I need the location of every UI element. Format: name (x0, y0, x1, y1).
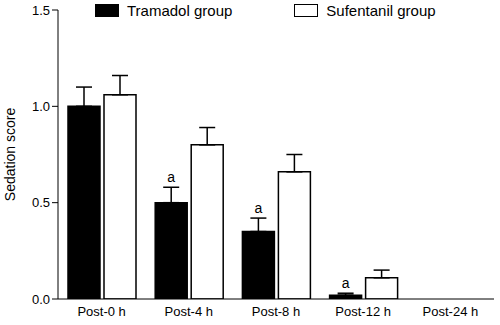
html-text:Sufentanil group: Sufentanil group (326, 2, 436, 19)
svg-text:a: a (167, 169, 175, 185)
svg-text:Sedation score: Sedation score (8, 108, 18, 202)
svg-text:Post-12 h: Post-12 h (335, 304, 391, 319)
html-text:Tramadol group: Tramadol group (127, 2, 233, 19)
svg-text:0.0: 0.0 (32, 292, 50, 307)
svg-text:Post-0 h: Post-0 h (77, 304, 125, 319)
svg-text:Post-4 h: Post-4 h (165, 304, 213, 319)
svg-text:1.0: 1.0 (32, 99, 50, 114)
svg-text:Post-24 h: Post-24 h (423, 304, 479, 319)
svg-text:0.5: 0.5 (32, 195, 50, 210)
svg-text:a: a (255, 200, 263, 216)
svg-text:Post-8 h: Post-8 h (252, 304, 300, 319)
svg-text:a: a (342, 275, 350, 291)
svg-text:1.5: 1.5 (32, 3, 50, 18)
